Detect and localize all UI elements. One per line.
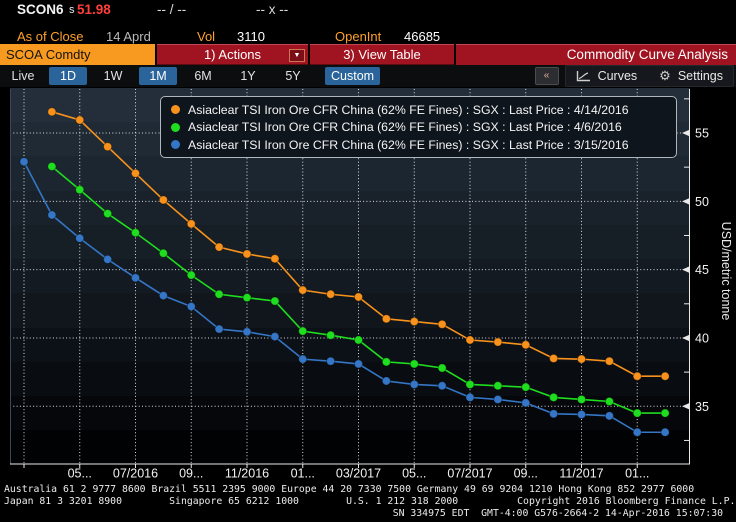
legend-label: Asiaclear TSI Iron Ore CFR China (62% FE… [188, 102, 629, 117]
range-tab-bar: Live 1D 1W 1M 6M 1Y 5Y Custom « Curves ⚙ Settin… [0, 65, 736, 87]
range-tabs: Live 1D 1W 1M 6M 1Y 5Y Custom [4, 67, 381, 85]
quote-line-2: As of Close 14 Aprd Vol 3110 OpenInt 466… [0, 29, 736, 45]
open-interest-value: 46685 [404, 29, 441, 44]
view-table-button[interactable]: 3) View Table [310, 44, 454, 65]
svg-text:09...: 09... [514, 467, 538, 481]
legend-entry: Asiaclear TSI Iron Ore CFR China (62% FE… [171, 101, 668, 119]
legend-entry: Asiaclear TSI Iron Ore CFR China (62% FE… [171, 119, 668, 137]
svg-text:05...: 05... [68, 467, 92, 481]
curve-chart-icon [576, 71, 590, 82]
chart-toolbar-right: « Curves ⚙ Settings [534, 65, 734, 87]
commodity-curve-chart: 55 50 45 40 35 USD/metric tonne 05... 07/2016 09… [0, 87, 736, 483]
volume-label: Vol [197, 29, 216, 44]
price-curve-plot[interactable]: 55 50 45 40 35 USD/metric tonne 05... 07/2016 09… [0, 87, 736, 483]
footer-phone-line: Australia 61 2 9777 8600 Brazil 5511 239… [4, 484, 695, 495]
svg-text:50: 50 [695, 195, 709, 209]
svg-text:03/2017: 03/2017 [336, 467, 381, 481]
chevron-down-icon[interactable]: ▼ [289, 49, 305, 62]
svg-text:05...: 05... [402, 467, 426, 481]
bid-ask: -- / -- [157, 2, 187, 17]
as-of-label: As of Close [17, 29, 84, 44]
legend-dot-icon [171, 122, 180, 132]
tab-5y[interactable]: 5Y [285, 69, 301, 83]
legend-dot-icon [171, 105, 180, 115]
tab-6m[interactable]: 6M [194, 69, 212, 83]
svg-text:35: 35 [695, 400, 709, 414]
svg-text:40: 40 [695, 331, 709, 345]
tab-1m[interactable]: 1M [139, 67, 177, 85]
tab-custom[interactable]: Custom [325, 67, 381, 85]
ticker-symbol: SCON6 [17, 2, 64, 17]
last-price: 51.98 [77, 2, 111, 17]
gear-icon: ⚙ [659, 68, 671, 83]
svg-text:01...: 01... [291, 467, 315, 481]
tab-1y[interactable]: 1Y [240, 69, 256, 83]
page-title: Commodity Curve Analysis [456, 44, 736, 65]
as-of-date: 14 Aprd [106, 29, 151, 44]
security-ticker-box[interactable]: SCOA Comdty [0, 44, 155, 65]
legend-label: Asiaclear TSI Iron Ore CFR China (62% FE… [188, 120, 622, 135]
tab-1d[interactable]: 1D [49, 67, 87, 85]
footer-session-line: SN 334975 EDT GMT-4:00 G576-2664-2 14-Ap… [392, 508, 723, 520]
open-interest-label: OpenInt [335, 29, 382, 44]
settle-flag: s [69, 4, 75, 16]
svg-text:01...: 01... [625, 467, 649, 481]
chart-legend: Asiaclear TSI Iron Ore CFR China (62% FE… [160, 96, 677, 158]
svg-text:11/2016: 11/2016 [225, 467, 269, 481]
legend-entry: Asiaclear TSI Iron Ore CFR China (62% FE… [171, 136, 668, 154]
collapse-button[interactable]: « [534, 67, 559, 85]
svg-text:45: 45 [695, 263, 709, 277]
svg-text:11/2017: 11/2017 [559, 467, 603, 481]
actions-button[interactable]: 1) Actions ▼ [157, 44, 308, 65]
svg-text:07/2016: 07/2016 [113, 467, 158, 481]
tab-live[interactable]: Live [11, 69, 35, 83]
legend-dot-icon [171, 140, 180, 150]
terminal-footer: Australia 61 2 9777 8600 Brazil 5511 239… [0, 484, 736, 521]
svg-text:07/2017: 07/2017 [447, 467, 492, 481]
function-toolbar: SCOA Comdty 1) Actions ▼ 3) View Table C… [0, 44, 736, 65]
svg-text:55: 55 [695, 127, 709, 141]
quote-line-1: SCON6 s 51.98 -- / -- -- x -- [0, 2, 736, 19]
settings-button[interactable]: ⚙ Settings [659, 68, 723, 83]
legend-label: Asiaclear TSI Iron Ore CFR China (62% FE… [188, 137, 629, 152]
bid-ask-size: -- x -- [256, 2, 289, 17]
tab-1w[interactable]: 1W [103, 69, 123, 83]
svg-text:USD/metric tonne: USD/metric tonne [719, 222, 733, 321]
svg-text:09...: 09... [179, 467, 203, 481]
footer-copyright-line: Japan 81 3 3201 8900 Singapore 65 6212 1… [4, 496, 736, 508]
volume-value: 3110 [237, 29, 265, 44]
curves-button[interactable]: Curves [576, 69, 637, 83]
